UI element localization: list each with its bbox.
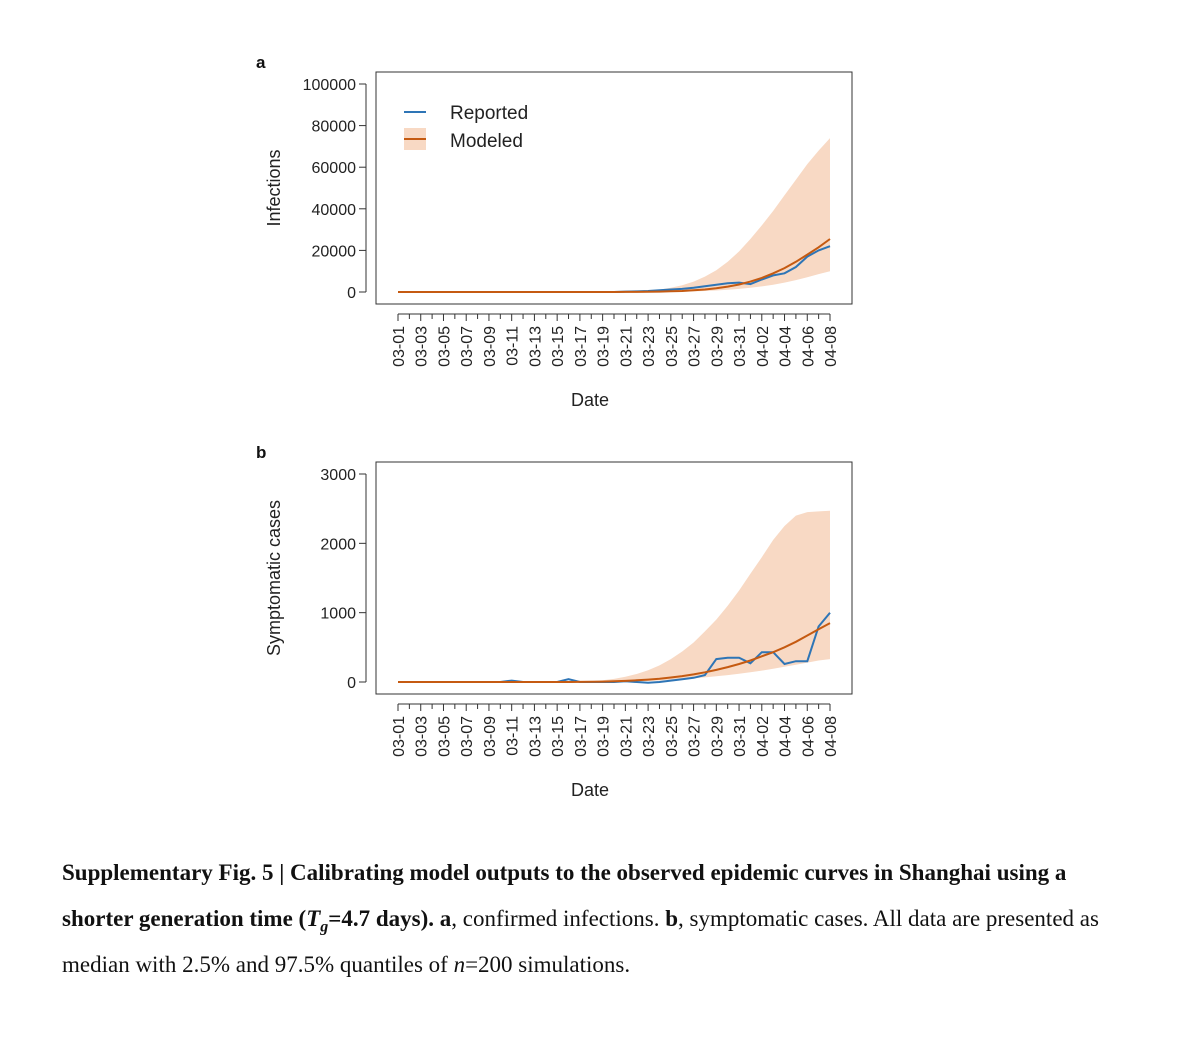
figure: a 0 20000 40000 60000 80000 100000 Infections 03… [256,53,853,800]
caption-a-label: a [439,906,452,931]
y-tick-label-a: 40000 [312,202,357,219]
x-tick-label-a: 03-29 [709,326,726,367]
x-tick-label-a: 04-04 [778,326,795,367]
x-tick-label-b: 03-11 [505,716,522,756]
x-tick-label-b: 03-03 [414,716,431,757]
y-tick-label-a: 60000 [312,160,357,177]
x-tick-label-a: 04-02 [755,326,772,367]
x-tick-label-a: 03-25 [664,326,681,367]
y-tick-label-a: 80000 [312,119,357,136]
x-axis-title-b: Date [571,780,609,800]
plot-frame-b [375,461,853,695]
x-tick-label-a: 03-21 [618,326,635,367]
x-tick-label-a: 03-13 [527,326,544,367]
x-tick-label-a: 03-01 [391,326,408,367]
y-axis-title-a: Infections [264,149,284,226]
x-tick-label-b: 04-02 [755,716,772,757]
x-tick-label-b: 03-05 [436,716,453,757]
x-tick-label-b: 03-23 [641,716,658,757]
y-axis-title-b: Symptomatic cases [264,500,284,656]
x-tick-label-a: 03-05 [436,326,453,367]
modeled-band-b [398,510,830,682]
figure-caption: Supplementary Fig. 5 | Calibrating model… [62,850,1142,988]
x-tick-label-a: 04-08 [823,326,840,367]
x-tick-label-b: 03-07 [459,716,476,757]
x-tick-label-a: 03-15 [550,326,567,367]
x-tick-label-a: 03-19 [596,326,613,367]
y-tick-label-a: 20000 [312,243,357,260]
modeled-band-a [398,138,830,292]
x-tick-label-b: 03-29 [709,716,726,757]
x-tick-label-a: 03-27 [687,326,704,367]
x-tick-label-b: 03-21 [618,716,635,757]
caption-b-text: , symptomatic cases. All data are presen… [62,906,1099,977]
x-tick-label-b: 03-17 [573,716,590,757]
caption-n-label: n [453,952,466,977]
panel-label-a: a [256,53,266,72]
x-tick-label-a: 03-03 [414,326,431,367]
caption-tg-t: T [306,906,321,931]
x-tick-label-b: 03-15 [550,716,567,757]
caption-tg-g: g [320,918,329,936]
x-axis-title-a: Date [571,390,609,410]
x-tick-label-b: 03-25 [664,716,681,757]
x-tick-label-b: 04-06 [800,716,817,757]
x-tick-label-b: 04-08 [823,716,840,757]
y-tick-label-a: 100000 [303,77,356,94]
caption-b-label: b [665,906,679,931]
x-tick-label-a: 04-06 [800,326,817,367]
modeled-line-b [398,622,831,683]
x-tick-label-b: 04-04 [778,716,795,757]
legend-reported-label: Reported [450,103,528,124]
x-tick-label-b: 03-31 [732,716,749,757]
x-tick-label-b: 03-13 [527,716,544,757]
x-tick-label-b: 03-27 [687,716,704,757]
x-tick-label-b: 03-09 [482,716,499,757]
x-tick-label-a: 03-17 [573,326,590,367]
x-tick-label-a: 03-11 [505,326,522,366]
plot-frame-a [375,71,853,305]
y-tick-label-b: 3000 [320,467,356,484]
modeled-line-a [398,238,831,293]
y-tick-label-a: 0 [347,285,356,302]
y-tick-label-b: 1000 [320,606,356,623]
x-tick-label-a: 03-23 [641,326,658,367]
x-tick-label-a: 03-07 [459,326,476,367]
x-tick-label-b: 03-01 [391,716,408,757]
caption-n-text: =200 simulations. [465,952,631,977]
caption-bold-tail: =4.7 days). [328,906,435,931]
x-tick-label-a: 03-09 [482,326,499,367]
caption-bold-lead: Supplementary Fig. 5 | Calibrating model… [62,860,1067,931]
x-tick-label-b: 03-19 [596,716,613,757]
chart-svg: a020000400006000080000100000Infections03… [256,53,853,800]
legend-modeled-label: Modeled [450,131,523,152]
x-tick-label-a: 03-31 [732,326,749,367]
y-tick-label-b: 0 [347,675,356,692]
panel-label-b: b [256,443,266,462]
caption-a-text: , confirmed infections. [451,906,660,931]
y-tick-label-b: 2000 [320,536,356,553]
